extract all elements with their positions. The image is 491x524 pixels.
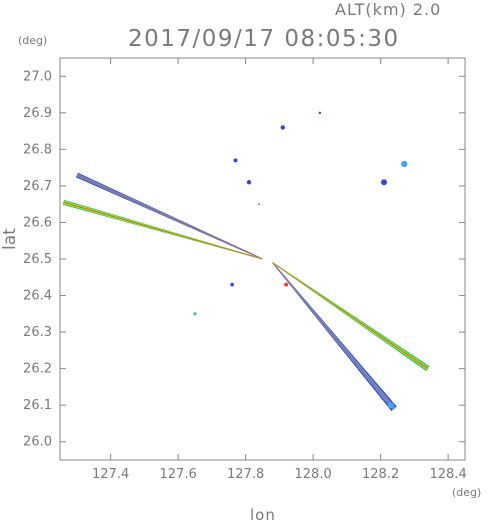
y-tick-label: 26.7 (23, 179, 52, 194)
x-tick-label: 128.0 (295, 467, 332, 482)
y-tick-label: 26.1 (23, 398, 52, 413)
y-tick-label: 26.0 (23, 435, 52, 450)
x-axis-label: lon (250, 506, 276, 524)
x-axis-unit: (deg) (452, 486, 482, 499)
x-tick-label: 128.2 (362, 467, 399, 482)
echo-point (318, 111, 322, 115)
y-tick-label: 26.3 (23, 325, 52, 340)
echo-point (280, 125, 285, 130)
x-tick-label: 128.4 (430, 467, 467, 482)
x-tick-label: 127.6 (160, 467, 197, 482)
y-tick-label: 26.6 (23, 215, 52, 230)
echo-band (76, 174, 263, 260)
x-tick-label: 127.4 (92, 467, 129, 482)
echo-layer (62, 111, 430, 412)
y-tick-label: 26.2 (23, 362, 52, 377)
altitude-label: ALT(km) 2.0 (335, 0, 442, 19)
y-tick-label: 26.8 (23, 142, 52, 157)
ticks-layer: 127.4 127.6 127.8 128.0 128.2 128.4 26.0 26.1 26… (23, 58, 467, 482)
echo-band (63, 201, 263, 260)
echo-point (233, 158, 238, 163)
echo-point (230, 282, 234, 287)
echo-band (272, 262, 429, 369)
y-tick-label: 27.0 (23, 69, 52, 84)
echo-point (284, 282, 289, 287)
y-axis-unit: (deg) (18, 34, 48, 47)
y-tick-label: 26.5 (23, 252, 52, 267)
echo-band (272, 262, 395, 410)
y-tick-label: 26.9 (23, 106, 52, 121)
echo-point (246, 180, 252, 185)
y-tick-label: 26.4 (23, 289, 52, 304)
echo-point (258, 203, 260, 205)
chart-title: 2017/09/17 08:05:30 (128, 26, 400, 52)
echo-point (193, 312, 197, 316)
x-tick-label: 127.8 (227, 467, 264, 482)
echo-point (401, 160, 408, 168)
echo-point (387, 402, 394, 409)
echo-point (381, 179, 387, 186)
